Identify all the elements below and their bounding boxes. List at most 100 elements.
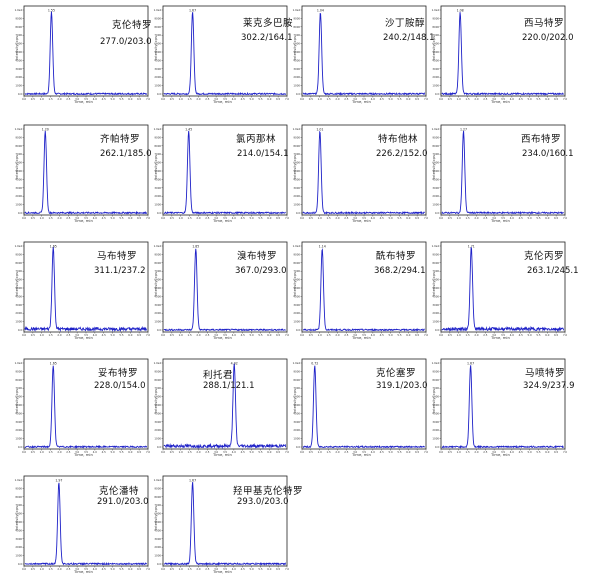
y-tick-label: 2000 xyxy=(154,194,161,198)
x-tick-label: 7.0 xyxy=(563,450,567,454)
x-axis-title: Time, min xyxy=(491,452,510,457)
x-tick-label: 0.0 xyxy=(300,216,304,220)
x-tick-label: 3.5 xyxy=(84,333,88,337)
y-tick-label: 5000 xyxy=(15,50,22,54)
x-axis-title: Time, min xyxy=(74,569,93,574)
y-tick-label: 0.0 xyxy=(18,211,22,215)
chromatogram-svg: 1.0e4 9000 8000 7000 6000 5000 4000 3000 2000 100… xyxy=(15,475,150,571)
x-tick-label: 3.0 xyxy=(492,216,496,220)
chromatogram-panel: 1.0e4 9000 8000 7000 6000 5000 4000 3000 2000 100… xyxy=(12,353,150,463)
mrm-transition: 226.2/152.0 xyxy=(376,149,428,159)
x-tick-label: 7.0 xyxy=(424,450,428,454)
y-tick-label: 3000 xyxy=(432,186,439,190)
peak-rt-label: 1.71 xyxy=(468,245,475,249)
x-tick-label: 0.5 xyxy=(170,216,174,220)
x-tick-label: 7.0 xyxy=(424,97,428,101)
x-tick-label: 4.0 xyxy=(371,97,375,101)
y-tick-label: 6000 xyxy=(293,161,300,165)
y-tick-label: 1000 xyxy=(15,437,22,441)
x-tick-label: 7.0 xyxy=(563,97,567,101)
mrm-transition: 324.9/237.9 xyxy=(523,381,575,391)
x-tick-label: 1.0 xyxy=(179,97,183,101)
y-tick-label: 4000 xyxy=(432,294,439,298)
x-tick-label: 7.0 xyxy=(285,567,289,571)
x-tick-label: 0.5 xyxy=(448,97,452,101)
chromatogram-svg: 1.0e4 9000 8000 7000 6000 5000 4000 3000 2000 100… xyxy=(293,124,428,220)
y-tick-label: 9000 xyxy=(15,135,22,139)
x-tick-label: 6.0 xyxy=(128,567,132,571)
x-axis-title: Time, min xyxy=(74,218,93,223)
x-tick-label: 2.5 xyxy=(205,97,209,101)
y-tick-label: 1.0e4 xyxy=(15,478,23,482)
compound-name: 溴布特罗 xyxy=(237,251,278,262)
y-axis-title: Intensity, cps xyxy=(432,388,436,414)
y-tick-label: 7000 xyxy=(15,269,22,273)
chromatogram-panel: 1.0e4 9000 8000 7000 6000 5000 4000 3000 2000 100… xyxy=(429,0,567,110)
x-tick-label: 4.0 xyxy=(93,216,97,220)
x-tick-label: 3.5 xyxy=(223,333,227,337)
y-tick-label: 9000 xyxy=(293,135,300,139)
y-tick-label: 3000 xyxy=(154,420,161,424)
y-tick-label: 8000 xyxy=(432,261,439,265)
x-tick-label: 5.5 xyxy=(397,333,401,337)
mrm-transition: 293.0/203.0 xyxy=(237,497,289,507)
x-axis-title: Time, min xyxy=(491,218,510,223)
x-tick-label: 1.0 xyxy=(179,450,183,454)
compound-name: 克伦特罗 xyxy=(112,20,153,31)
x-tick-label: 5.5 xyxy=(397,97,401,101)
x-tick-label: 1.5 xyxy=(188,216,192,220)
x-axis-title: Time, min xyxy=(213,218,232,223)
y-tick-label: 9000 xyxy=(15,16,22,20)
x-tick-label: 3.5 xyxy=(223,216,227,220)
x-tick-label: 2.5 xyxy=(344,450,348,454)
x-tick-label: 1.0 xyxy=(179,216,183,220)
x-tick-label: 6.0 xyxy=(267,97,271,101)
y-tick-label: 3000 xyxy=(15,537,22,541)
chromatogram-svg: 1.0e4 9000 8000 7000 6000 5000 4000 3000 2000 100… xyxy=(154,5,289,101)
mrm-transition: 302.2/164.1 xyxy=(241,33,293,43)
x-tick-label: 0.0 xyxy=(439,450,443,454)
x-tick-label: 0.0 xyxy=(161,567,165,571)
x-tick-label: 1.0 xyxy=(40,97,44,101)
mrm-transition: 263.1/245.1 xyxy=(527,266,579,276)
peak-rt-label: 1.04 xyxy=(317,9,324,13)
x-tick-label: 4.0 xyxy=(232,333,236,337)
x-tick-label: 5.0 xyxy=(389,450,393,454)
x-tick-label: 4.5 xyxy=(519,333,523,337)
chromatogram-trace xyxy=(24,246,148,333)
compound-name: 西布特罗 xyxy=(521,134,562,145)
y-tick-label: 8000 xyxy=(432,144,439,148)
x-tick-label: 3.0 xyxy=(492,333,496,337)
x-tick-label: 6.0 xyxy=(545,97,549,101)
x-axis-title: Time, min xyxy=(74,335,93,340)
y-tick-label: 4000 xyxy=(15,58,22,62)
x-axis-title: Time, min xyxy=(352,99,371,104)
y-tick-label: 4000 xyxy=(293,411,300,415)
x-tick-label: 5.0 xyxy=(250,450,254,454)
peak-rt-label: 1.85 xyxy=(192,245,199,249)
x-axis-title: Time, min xyxy=(352,335,371,340)
chromatogram-panel: 1.0e4 9000 8000 7000 6000 5000 4000 3000 2000 100… xyxy=(151,236,289,346)
x-tick-label: 3.0 xyxy=(492,450,496,454)
y-tick-label: 6000 xyxy=(15,395,22,399)
y-tick-label: 4000 xyxy=(293,294,300,298)
y-tick-label: 1000 xyxy=(15,84,22,88)
x-tick-label: 6.0 xyxy=(267,450,271,454)
x-tick-label: 2.0 xyxy=(335,333,339,337)
x-tick-label: 3.5 xyxy=(501,216,505,220)
x-axis-title: Time, min xyxy=(213,335,232,340)
y-tick-label: 2000 xyxy=(15,75,22,79)
y-tick-label: 3000 xyxy=(293,186,300,190)
x-tick-label: 2.0 xyxy=(474,450,478,454)
x-tick-label: 2.0 xyxy=(57,333,61,337)
y-tick-label: 4000 xyxy=(432,411,439,415)
x-tick-label: 6.5 xyxy=(415,216,419,220)
chromatogram-trace xyxy=(24,11,148,96)
x-tick-label: 1.0 xyxy=(457,97,461,101)
y-axis-title: Intensity, cps xyxy=(432,35,436,61)
x-tick-label: 1.5 xyxy=(188,333,192,337)
y-tick-label: 9000 xyxy=(432,252,439,256)
x-tick-label: 5.5 xyxy=(119,333,123,337)
y-tick-label: 5000 xyxy=(15,169,22,173)
y-tick-label: 2000 xyxy=(15,311,22,315)
